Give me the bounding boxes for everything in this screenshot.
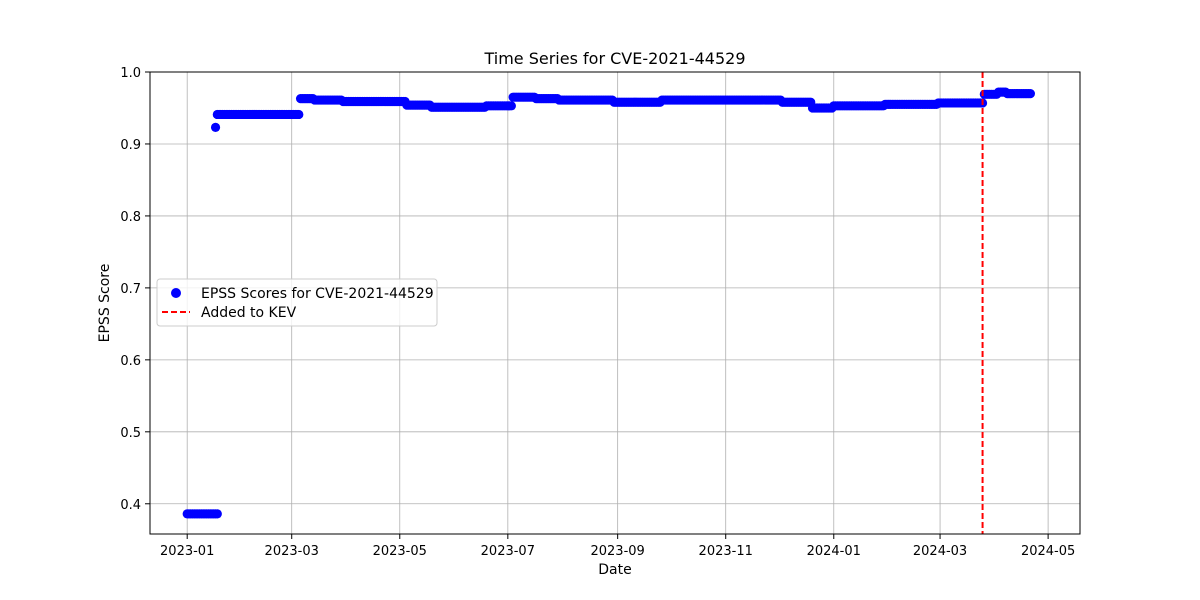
legend-label-epss: EPSS Scores for CVE-2021-44529 <box>201 286 434 302</box>
y-tick-label: 0.8 <box>120 210 141 225</box>
data-point <box>506 101 516 111</box>
axes-frame <box>149 71 1081 535</box>
data-point <box>294 109 304 120</box>
x-axis: 2023-01 2023-03 2023-05 2023-07 2023-09 2023-… <box>160 534 1075 559</box>
y-tick-label: 1.0 <box>120 66 141 81</box>
x-tick-label: 2024-01 <box>807 544 861 559</box>
x-axis-label: Date <box>598 562 631 578</box>
data-point <box>1025 88 1035 99</box>
y-tick-label: 0.7 <box>120 282 141 297</box>
x-tick-label: 2023-03 <box>265 544 319 559</box>
x-tick-label: 2024-05 <box>1021 544 1075 559</box>
points-layer <box>182 87 1035 519</box>
y-tick-label: 0.5 <box>120 426 141 441</box>
x-tick-label: 2023-05 <box>373 544 427 559</box>
x-tick-label: 2023-09 <box>590 544 644 559</box>
x-tick-label: 2023-11 <box>699 544 753 559</box>
x-tick-label: 2023-01 <box>160 544 214 559</box>
legend: EPSS Scores for CVE-2021-44529 Added to … <box>156 278 438 327</box>
data-point <box>212 509 222 519</box>
y-tick-label: 0.4 <box>120 498 141 513</box>
x-tick-label: 2023-07 <box>481 544 535 559</box>
legend-box <box>156 278 438 327</box>
y-tick-label: 0.9 <box>120 138 141 153</box>
chart-title: Time Series for CVE-2021-44529 <box>483 49 745 68</box>
y-axis: 0.4 0.5 0.6 0.7 0.8 0.9 1.0 <box>120 66 150 513</box>
x-tick-label: 2024-03 <box>913 544 967 559</box>
legend-label-kev: Added to KEV <box>201 305 297 321</box>
y-tick-label: 0.6 <box>120 354 141 369</box>
data-point <box>210 122 221 133</box>
grid-layer <box>150 71 1080 534</box>
legend-marker-epss <box>171 288 181 298</box>
y-axis-label: EPSS Score <box>97 264 113 343</box>
